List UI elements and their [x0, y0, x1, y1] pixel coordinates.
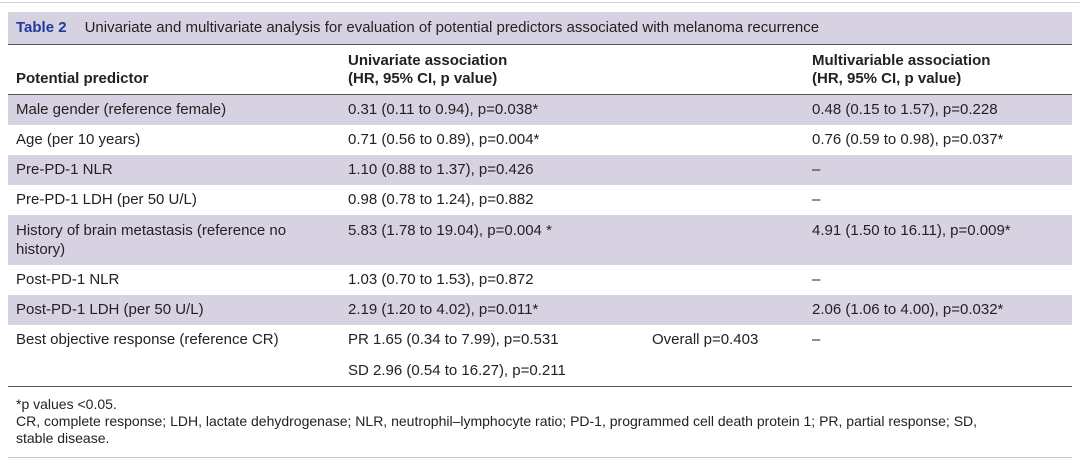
column-header-univariate-line2: (HR, 95% CI, p value) [348, 70, 498, 87]
cell-multivariable: – [812, 191, 821, 208]
column-header-multivariable-line1: Multivariable association [812, 52, 991, 69]
cell-predictor: Post-PD-1 NLR [16, 271, 120, 288]
table-body: Male gender (reference female) 0.31 (0.1… [8, 95, 1072, 387]
table-row: Post-PD-1 NLR 1.03 (0.70 to 1.53), p=0.8… [8, 265, 1072, 295]
table-row: Male gender (reference female) 0.31 (0.1… [8, 95, 1072, 125]
cell-predictor: Age (per 10 years) [16, 131, 141, 148]
cell-univariate: 1.03 (0.70 to 1.53), p=0.872 [348, 271, 534, 288]
table-row: Best objective response (reference CR) P… [8, 325, 1072, 386]
cell-univariate: 0.71 (0.56 to 0.89), p=0.004* [348, 131, 540, 148]
table-row: History of brain metastasis (reference n… [8, 215, 1072, 265]
column-header-multivariable-line2: (HR, 95% CI, p value) [812, 70, 962, 87]
table-2: Table 2 Univariate and multivariate analy… [8, 12, 1072, 458]
table-caption: Table 2 Univariate and multivariate analy… [8, 12, 1072, 45]
cell-multivariable: 0.76 (0.59 to 0.98), p=0.037* [812, 131, 1004, 148]
table-row: Pre-PD-1 LDH (per 50 U/L) 0.98 (0.78 to … [8, 185, 1072, 215]
cell-multivariable: 4.91 (1.50 to 16.11), p=0.009* [812, 222, 1011, 239]
cell-predictor: History of brain metastasis (reference n… [16, 222, 287, 258]
cell-predictor: Pre-PD-1 NLR [16, 161, 113, 178]
cell-overall: Overall p=0.403 [652, 331, 759, 348]
cell-univariate-line2: SD 2.96 (0.54 to 16.27), p=0.211 [348, 362, 566, 379]
cell-predictor: Post-PD-1 LDH (per 50 U/L) [16, 301, 204, 318]
footnote-significance: *p values <0.05. [16, 396, 117, 412]
cell-overall [652, 265, 812, 295]
column-header-predictor: Potential predictor [16, 70, 149, 87]
cell-overall [652, 155, 812, 185]
table-header-row: Potential predictor Univariate associati… [8, 45, 1072, 95]
cell-univariate: 1.10 (0.88 to 1.37), p=0.426 [348, 161, 534, 178]
cell-univariate: 2.19 (1.20 to 4.02), p=0.011* [348, 301, 539, 318]
page-top-rule [0, 2, 1080, 3]
cell-predictor: Best objective response (reference CR) [16, 331, 279, 348]
footnote-abbreviations: CR, complete response; LDH, lactate dehy… [16, 413, 978, 446]
cell-univariate: 0.98 (0.78 to 1.24), p=0.882 [348, 191, 534, 208]
cell-overall [652, 125, 812, 155]
table-footnotes: *p values <0.05. CR, complete response; … [8, 387, 1072, 458]
cell-overall [652, 95, 812, 125]
cell-predictor: Pre-PD-1 LDH (per 50 U/L) [16, 191, 197, 208]
column-header-univariate-line1: Univariate association [348, 52, 508, 69]
table-row: Post-PD-1 LDH (per 50 U/L) 2.19 (1.20 to… [8, 295, 1072, 325]
cell-univariate-line1: PR 1.65 (0.34 to 7.99), p=0.531 [348, 331, 559, 348]
cell-overall [652, 185, 812, 215]
column-header-univariate: Univariate association (HR, 95% CI, p va… [348, 52, 652, 88]
cell-overall [652, 215, 812, 265]
cell-predictor: Male gender (reference female) [16, 101, 227, 118]
cell-overall [652, 295, 812, 325]
cell-univariate: 0.31 (0.11 to 0.94), p=0.038* [348, 101, 539, 118]
table-row: Pre-PD-1 NLR 1.10 (0.88 to 1.37), p=0.42… [8, 155, 1072, 185]
cell-multivariable: 0.48 (0.15 to 1.57), p=0.228 [812, 101, 998, 118]
cell-multivariable: – [812, 271, 821, 288]
cell-multivariable: – [812, 331, 821, 348]
table-label: Table 2 [16, 19, 67, 36]
column-header-multivariable: Multivariable association (HR, 95% CI, p… [812, 52, 1072, 88]
cell-multivariable: – [812, 161, 821, 178]
cell-univariate: 5.83 (1.78 to 19.04), p=0.004 * [348, 222, 552, 239]
table-title: Univariate and multivariate analysis for… [84, 19, 820, 36]
cell-univariate: PR 1.65 (0.34 to 7.99), p=0.531 SD 2.96 … [348, 325, 652, 386]
table-row: Age (per 10 years) 0.71 (0.56 to 0.89), … [8, 125, 1072, 155]
cell-multivariable: 2.06 (1.06 to 4.00), p=0.032* [812, 301, 1004, 318]
